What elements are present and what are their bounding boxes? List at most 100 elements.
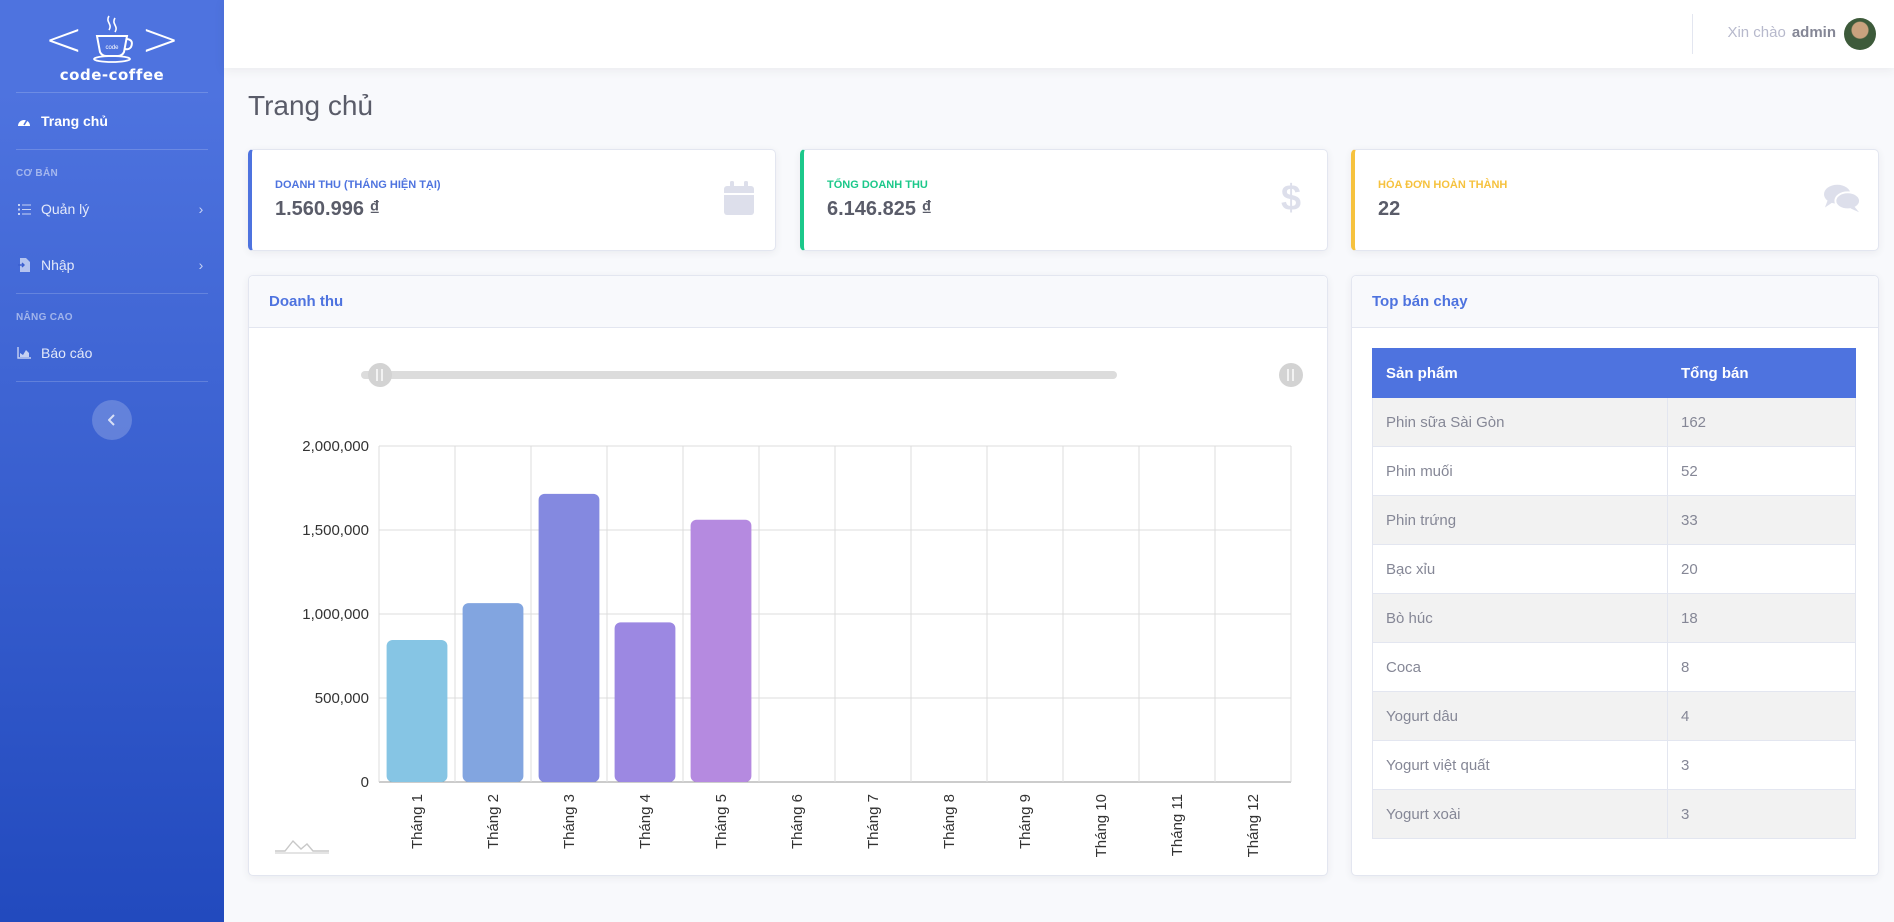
cell-total: 52 <box>1667 446 1856 496</box>
sidebar-item-label: Trang chủ <box>41 113 108 129</box>
sidebar-divider <box>16 92 208 93</box>
chart-bar <box>690 519 752 782</box>
sidebar-item-import[interactable]: Nhập › <box>0 237 224 293</box>
stat-card-total-revenue: TỔNG DOANH THU 6.146.825 ₫ $ <box>800 149 1328 251</box>
cell-total: 20 <box>1667 544 1856 594</box>
brand[interactable]: < code > code-coffee <box>0 0 224 92</box>
y-tick-label: 1,500,000 <box>302 522 369 539</box>
x-tick-label: Tháng 12 <box>1245 794 1262 857</box>
table-row[interactable]: Yogurt dâu 4 <box>1372 691 1856 741</box>
chart-bar <box>614 622 676 782</box>
chart-bars <box>386 493 752 782</box>
sidebar-item-report[interactable]: Báo cáo <box>0 325 224 381</box>
list-icon <box>16 201 32 217</box>
stat-value: 22 <box>1378 198 1401 220</box>
table-row[interactable]: Bạc xỉu 20 <box>1372 544 1856 594</box>
chart-bar <box>386 640 448 782</box>
table-row[interactable]: Yogurt việt quất 3 <box>1372 740 1856 790</box>
username: admin <box>1791 24 1836 41</box>
right-angle-icon: > <box>141 12 180 66</box>
table-body: Phin sữa Sài Gòn 162 Phin muối 52 Phin trứng… <box>1372 397 1856 839</box>
cell-product: Yogurt dâu <box>1372 691 1668 741</box>
table-row[interactable]: Bò húc 18 <box>1372 593 1856 643</box>
cell-total: 3 <box>1667 740 1856 790</box>
stat-value: 6.146.825 ₫ <box>827 198 932 220</box>
calendar-icon <box>721 180 757 216</box>
brand-logo: < code > <box>44 12 180 66</box>
sidebar-item-manage[interactable]: Quản lý › <box>0 181 224 237</box>
dollar-icon: $ <box>1280 177 1302 218</box>
x-tick-label: Tháng 4 <box>637 794 654 849</box>
file-import-icon <box>16 257 32 273</box>
datazoom-handle-right[interactable] <box>1279 363 1303 387</box>
cell-product: Coca <box>1372 642 1668 692</box>
cell-total: 4 <box>1667 691 1856 741</box>
comments-icon <box>1824 180 1860 216</box>
sidebar-item-label: Báo cáo <box>41 345 93 361</box>
stat-card-monthly-revenue: DOANH THU (THÁNG HIỆN TẠI) 1.560.996 ₫ <box>248 149 776 251</box>
logo-text: code <box>105 45 119 51</box>
cell-total: 8 <box>1667 642 1856 692</box>
stat-card-completed-orders: HÓA ĐƠN HOÀN THÀNH 22 <box>1351 149 1879 251</box>
table-row[interactable]: Coca 8 <box>1372 642 1856 692</box>
table-row[interactable]: Yogurt xoài 3 <box>1372 789 1856 839</box>
sidebar-divider <box>16 293 208 294</box>
sidebar-item-home[interactable]: Trang chủ <box>0 93 224 149</box>
stat-value: 1.560.996 ₫ <box>275 198 380 220</box>
table-row[interactable]: Phin muối 52 <box>1372 446 1856 496</box>
avatar[interactable] <box>1844 18 1876 50</box>
sidebar: < code > code-coffee Trang chủ CƠ BẢN Qu… <box>0 0 224 922</box>
topbar: Xin chào admin <box>224 0 1894 68</box>
y-tick-label: 2,000,000 <box>302 438 369 455</box>
sidebar-divider <box>16 149 208 150</box>
page-title: Trang chủ <box>248 90 374 121</box>
cell-product: Phin muối <box>1372 446 1668 496</box>
x-tick-label: Tháng 2 <box>485 794 502 849</box>
cell-product: Yogurt xoài <box>1372 789 1668 839</box>
top-sellers-card: Top bán chạy Sản phẩm Tổng bán Phin sữa … <box>1351 275 1879 876</box>
chart-area-icon <box>16 345 32 361</box>
x-tick-label: Tháng 8 <box>941 794 958 849</box>
chevron-right-icon: › <box>198 257 204 273</box>
chart-y-axis: 0 500,000 1,000,000 1,500,000 2,000,000 <box>302 438 369 791</box>
greeting-text: Xin chào <box>1727 24 1786 41</box>
revenue-chart-card: Doanh thu 0 500,000 1,000,000 1,500,000 2,00… <box>248 275 1328 876</box>
cell-product: Bò húc <box>1372 593 1668 643</box>
datazoom-track[interactable] <box>361 371 1117 379</box>
datazoom-slider[interactable] <box>361 363 1303 387</box>
sidebar-divider <box>16 381 208 382</box>
chart-thumbnail-icon[interactable] <box>275 839 329 852</box>
y-tick-label: 500,000 <box>315 690 369 707</box>
card-title: Top bán chạy <box>1352 276 1878 328</box>
table-row[interactable]: Phin trứng 33 <box>1372 495 1856 545</box>
revenue-bar-chart: 0 500,000 1,000,000 1,500,000 2,000,000 Thán… <box>275 363 1303 857</box>
datazoom-handle-left[interactable] <box>368 363 392 387</box>
column-header-product[interactable]: Sản phẩm <box>1372 348 1668 398</box>
x-tick-label: Tháng 10 <box>1093 794 1110 857</box>
x-tick-label: Tháng 5 <box>713 794 730 849</box>
cell-total: 33 <box>1667 495 1856 545</box>
left-angle-icon: < <box>44 12 83 66</box>
x-tick-label: Tháng 6 <box>789 794 806 849</box>
sidebar-heading-advanced: NÂNG CAO <box>16 312 73 323</box>
cell-product: Bạc xỉu <box>1372 544 1668 594</box>
table-row[interactable]: Phin sữa Sài Gòn 162 <box>1372 397 1856 447</box>
user-greeting[interactable]: Xin chào admin <box>1727 24 1836 41</box>
sidebar-toggle-button[interactable] <box>92 400 132 440</box>
x-tick-label: Tháng 7 <box>865 794 882 849</box>
cell-product: Phin trứng <box>1372 495 1668 545</box>
card-title: Doanh thu <box>249 276 1327 328</box>
sidebar-toggle-wrap <box>0 382 224 440</box>
tachometer-icon <box>16 113 32 129</box>
y-tick-label: 0 <box>361 774 369 791</box>
top-sellers-table: Sản phẩm Tổng bán Phin sữa Sài Gòn 162 Phi… <box>1372 348 1856 839</box>
chart-bar <box>462 603 524 782</box>
cell-total: 18 <box>1667 593 1856 643</box>
chart-grid <box>378 445 1292 783</box>
chevron-left-icon <box>108 414 115 426</box>
x-tick-label: Tháng 1 <box>409 794 426 849</box>
column-header-total[interactable]: Tổng bán <box>1667 348 1856 398</box>
cell-total: 162 <box>1667 397 1856 447</box>
sidebar-heading-basic: CƠ BẢN <box>16 168 58 179</box>
chart-x-axis: Tháng 1 Tháng 2 Tháng 3 Tháng 4 Tháng 5 Tháng… <box>409 794 1262 857</box>
